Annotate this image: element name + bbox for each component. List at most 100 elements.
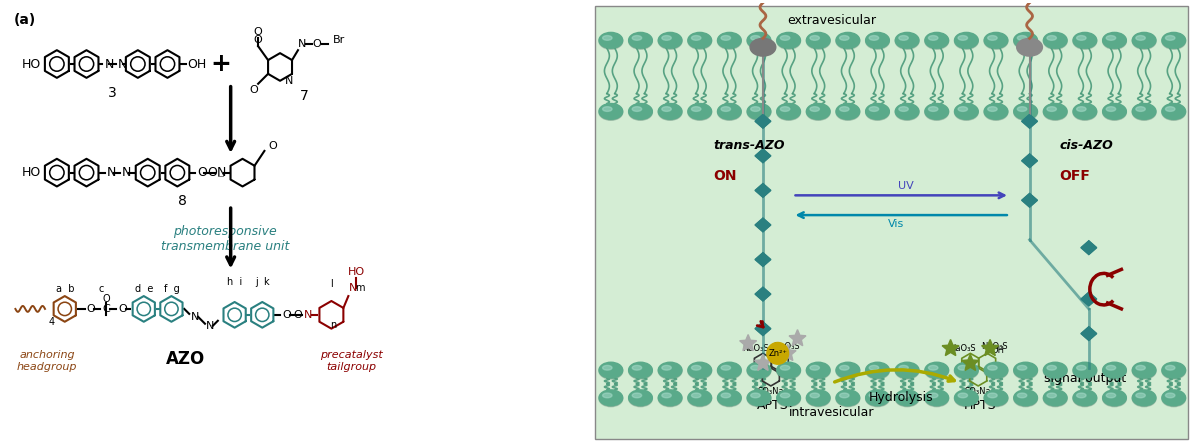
Ellipse shape bbox=[718, 33, 742, 49]
Ellipse shape bbox=[1103, 105, 1127, 120]
Ellipse shape bbox=[836, 363, 859, 379]
Ellipse shape bbox=[1106, 393, 1116, 398]
Ellipse shape bbox=[659, 105, 682, 120]
Text: cis-AZO: cis-AZO bbox=[1060, 139, 1112, 153]
Ellipse shape bbox=[718, 363, 742, 379]
Text: O: O bbox=[102, 294, 110, 304]
Text: 7: 7 bbox=[300, 89, 310, 103]
Ellipse shape bbox=[836, 104, 859, 119]
Ellipse shape bbox=[1162, 363, 1186, 379]
Ellipse shape bbox=[1106, 36, 1116, 40]
Ellipse shape bbox=[1103, 32, 1127, 48]
Ellipse shape bbox=[1043, 362, 1067, 378]
Ellipse shape bbox=[718, 362, 742, 378]
Ellipse shape bbox=[810, 107, 820, 111]
Text: extravesicular: extravesicular bbox=[787, 14, 876, 27]
Ellipse shape bbox=[958, 36, 967, 40]
Ellipse shape bbox=[659, 362, 682, 378]
Polygon shape bbox=[779, 344, 796, 360]
Ellipse shape bbox=[806, 105, 830, 120]
Ellipse shape bbox=[865, 362, 889, 378]
Polygon shape bbox=[755, 114, 770, 128]
Text: HO: HO bbox=[22, 166, 41, 179]
Ellipse shape bbox=[629, 105, 653, 120]
Text: precatalyst
tailgroup: precatalyst tailgroup bbox=[319, 350, 383, 372]
Ellipse shape bbox=[925, 32, 948, 48]
Ellipse shape bbox=[1136, 107, 1145, 111]
Ellipse shape bbox=[1076, 107, 1086, 111]
Ellipse shape bbox=[1103, 391, 1127, 407]
Ellipse shape bbox=[1106, 107, 1116, 111]
Polygon shape bbox=[755, 149, 770, 163]
Polygon shape bbox=[1081, 327, 1097, 340]
Ellipse shape bbox=[1043, 33, 1067, 49]
Ellipse shape bbox=[984, 362, 1008, 378]
Polygon shape bbox=[1021, 154, 1038, 168]
Polygon shape bbox=[755, 322, 770, 336]
Ellipse shape bbox=[840, 36, 850, 40]
Ellipse shape bbox=[776, 33, 800, 49]
Ellipse shape bbox=[836, 362, 859, 378]
Ellipse shape bbox=[718, 105, 742, 120]
Text: HO: HO bbox=[348, 267, 366, 277]
Ellipse shape bbox=[1103, 104, 1127, 119]
Ellipse shape bbox=[1014, 391, 1038, 407]
Ellipse shape bbox=[1165, 393, 1175, 398]
Ellipse shape bbox=[602, 393, 612, 398]
Ellipse shape bbox=[1103, 363, 1127, 379]
Ellipse shape bbox=[721, 107, 731, 111]
Ellipse shape bbox=[895, 390, 919, 406]
Ellipse shape bbox=[899, 393, 908, 398]
Ellipse shape bbox=[1018, 107, 1027, 111]
Ellipse shape bbox=[869, 393, 878, 398]
Polygon shape bbox=[982, 340, 998, 356]
Text: ON: ON bbox=[714, 169, 737, 182]
Ellipse shape bbox=[806, 32, 830, 48]
Ellipse shape bbox=[958, 107, 967, 111]
Text: O: O bbox=[312, 39, 322, 49]
Ellipse shape bbox=[836, 391, 859, 407]
FancyBboxPatch shape bbox=[595, 6, 1188, 439]
Polygon shape bbox=[962, 354, 979, 370]
Ellipse shape bbox=[810, 36, 820, 40]
Text: SO₃Na: SO₃Na bbox=[965, 387, 991, 396]
Ellipse shape bbox=[865, 105, 889, 120]
Text: NaO₃S: NaO₃S bbox=[949, 344, 976, 353]
Ellipse shape bbox=[984, 32, 1008, 48]
Ellipse shape bbox=[988, 365, 997, 370]
Ellipse shape bbox=[836, 390, 859, 406]
Ellipse shape bbox=[984, 363, 1008, 379]
Ellipse shape bbox=[721, 393, 731, 398]
Ellipse shape bbox=[629, 363, 653, 379]
Ellipse shape bbox=[925, 363, 948, 379]
Ellipse shape bbox=[1162, 33, 1186, 49]
Ellipse shape bbox=[929, 393, 938, 398]
Ellipse shape bbox=[1165, 36, 1175, 40]
Text: N: N bbox=[118, 57, 127, 70]
Text: O: O bbox=[206, 166, 217, 179]
Text: O: O bbox=[118, 304, 127, 314]
Ellipse shape bbox=[988, 36, 997, 40]
Ellipse shape bbox=[1073, 33, 1097, 49]
Ellipse shape bbox=[629, 104, 653, 119]
Ellipse shape bbox=[1073, 32, 1097, 48]
Ellipse shape bbox=[748, 33, 770, 49]
Ellipse shape bbox=[806, 363, 830, 379]
Ellipse shape bbox=[776, 105, 800, 120]
Ellipse shape bbox=[1162, 32, 1186, 48]
Ellipse shape bbox=[1014, 363, 1038, 379]
Ellipse shape bbox=[599, 391, 623, 407]
Ellipse shape bbox=[1076, 393, 1086, 398]
Ellipse shape bbox=[958, 393, 967, 398]
Ellipse shape bbox=[840, 365, 850, 370]
Ellipse shape bbox=[629, 33, 653, 49]
Text: C: C bbox=[102, 304, 110, 314]
Ellipse shape bbox=[865, 32, 889, 48]
Ellipse shape bbox=[810, 393, 820, 398]
Text: N: N bbox=[298, 39, 306, 49]
Ellipse shape bbox=[925, 105, 948, 120]
Ellipse shape bbox=[1046, 107, 1056, 111]
Ellipse shape bbox=[954, 390, 978, 406]
Ellipse shape bbox=[1162, 391, 1186, 407]
Ellipse shape bbox=[599, 32, 623, 48]
